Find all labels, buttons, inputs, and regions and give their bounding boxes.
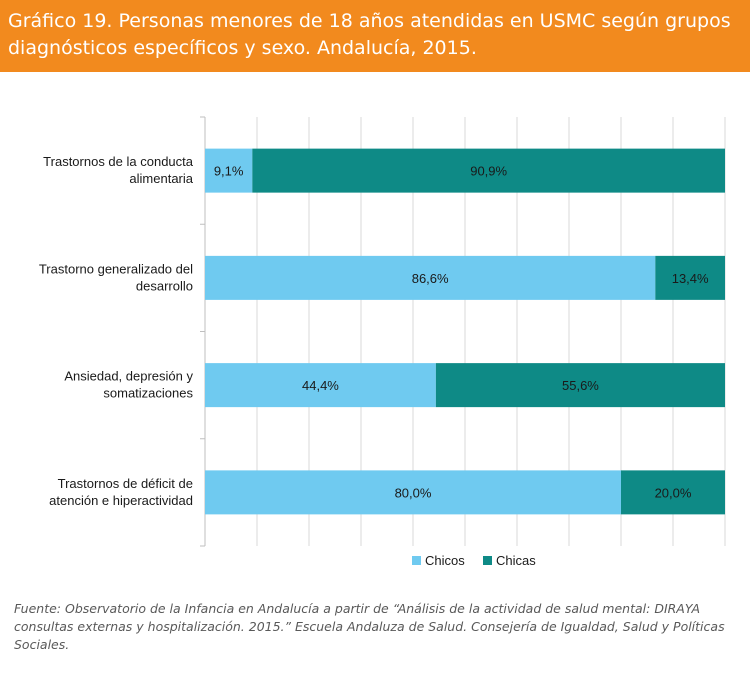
category-label: desarrollo bbox=[136, 278, 193, 293]
category-label: atención e hiperactividad bbox=[49, 493, 193, 508]
bar-chicas bbox=[621, 470, 725, 515]
bar-chicos bbox=[205, 148, 253, 193]
source-note: Fuente: Observatorio de la Infancia en A… bbox=[0, 600, 750, 654]
category-label: Trastornos de déficit de bbox=[58, 476, 193, 491]
bar-chicas bbox=[252, 148, 725, 193]
data-label: 44,4% bbox=[302, 378, 339, 393]
legend-swatch-chicas bbox=[483, 556, 492, 565]
chart-bars: 9,1% 90,9% 86,6% 13,4% 44,4% 55,6% 80,0% 20,0% bbox=[205, 148, 725, 515]
data-label: 86,6% bbox=[412, 271, 449, 286]
category-label: alimentaria bbox=[129, 171, 193, 186]
category-label: somatizaciones bbox=[103, 386, 193, 401]
chart-legend: Chicos Chicas bbox=[412, 553, 536, 568]
chart-header: Gráfico 19. Personas menores de 18 años … bbox=[0, 0, 750, 72]
bar-chicos bbox=[205, 470, 621, 515]
category-label: Ansiedad, depresión y bbox=[64, 369, 193, 384]
data-label: 13,4% bbox=[672, 271, 709, 286]
data-label: 80,0% bbox=[395, 485, 432, 500]
stacked-bar-chart: 9,1% 90,9%86,6% 13,4%44,4% 55,6%80,0% 20,0% … bbox=[39, 116, 726, 568]
category-labels: Trastornos de la conducta alimentaria Tras… bbox=[39, 154, 194, 508]
category-label: Trastorno generalizado del bbox=[39, 261, 193, 276]
bar-chicas bbox=[655, 255, 725, 300]
bar-chicas bbox=[435, 363, 725, 408]
bar-chicos bbox=[205, 363, 436, 408]
legend-label-chicas: Chicas bbox=[496, 553, 536, 568]
data-label: 55,6% bbox=[562, 378, 599, 393]
category-label: Trastornos de la conducta bbox=[43, 154, 194, 169]
data-label: 20,0% bbox=[655, 485, 692, 500]
bar-chicos bbox=[205, 255, 656, 300]
data-label: 90,9% bbox=[470, 164, 507, 179]
chart-title: Gráfico 19. Personas menores de 18 años … bbox=[8, 10, 731, 59]
data-label: 9,1% bbox=[214, 164, 244, 179]
legend-label-chicos: Chicos bbox=[425, 553, 465, 568]
source-text: Fuente: Observatorio de la Infancia en A… bbox=[14, 601, 725, 652]
chart-area: 9,1% 90,9% 86,6% 13,4% 44,4% 55,6% 80,0% 20,0% … bbox=[0, 72, 750, 600]
legend-swatch-chicos bbox=[412, 556, 421, 565]
